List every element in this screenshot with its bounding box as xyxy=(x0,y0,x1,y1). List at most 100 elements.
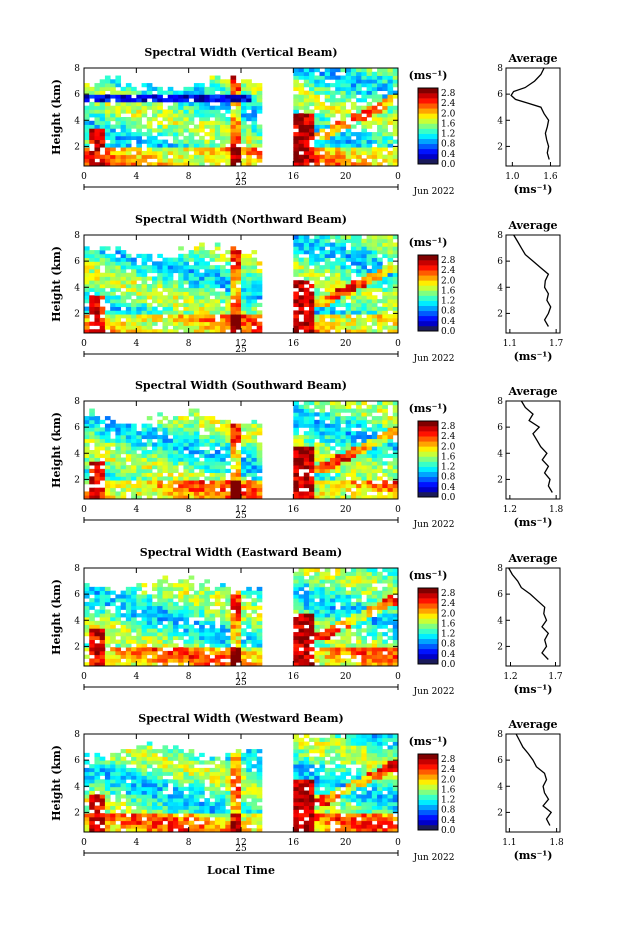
colorbar-tick-label: 2.0 xyxy=(441,775,456,785)
colorbar-band xyxy=(418,467,438,472)
profile-y-tick-label: 2 xyxy=(497,309,503,319)
colorbar-band xyxy=(418,492,438,497)
x-tick-label: 0 xyxy=(81,505,87,515)
profile-x-tick-label: 1.7 xyxy=(548,672,563,682)
x-tick-label: 4 xyxy=(133,505,139,515)
profile-y-tick-label: 8 xyxy=(497,64,503,74)
x-tick-label: 8 xyxy=(186,838,192,848)
colorbar-tick-label: 2.8 xyxy=(441,755,456,765)
colorbar-band xyxy=(418,789,438,794)
colorbar-band xyxy=(418,88,438,93)
profile-title: Average xyxy=(507,219,557,232)
panel-title: Spectral Width (Northward Beam) xyxy=(135,213,347,226)
colorbar-tick-label: 1.6 xyxy=(441,452,456,462)
profile-x-tick-label: 1.0 xyxy=(505,172,520,182)
profile-y-tick-label: 6 xyxy=(497,590,503,600)
profile-title: Average xyxy=(507,552,557,565)
x-tick-label: 8 xyxy=(186,339,192,349)
colorbar-tick-label: 2.8 xyxy=(441,256,456,266)
x-tick-label: 16 xyxy=(288,172,300,182)
colorbar-tick-label: 1.2 xyxy=(441,297,455,307)
colorbar-band xyxy=(418,654,438,659)
colorbar-band xyxy=(418,431,438,436)
y-tick-label: 8 xyxy=(74,730,80,740)
date-label: Jun 2022 xyxy=(413,187,455,197)
colorbar-band xyxy=(418,270,438,275)
colorbar-band xyxy=(418,285,438,290)
x-tick-label: 4 xyxy=(133,672,139,682)
colorbar-band xyxy=(418,820,438,825)
panel-5: Spectral Width (Westward Beam)2468Height… xyxy=(50,712,564,877)
panel-4: Spectral Width (Eastward Beam)2468Height… xyxy=(50,546,563,697)
colorbar-tick-label: 0.8 xyxy=(441,640,456,650)
day-label: 25 xyxy=(235,844,247,854)
x-tick-label: 16 xyxy=(288,339,300,349)
colorbar-band xyxy=(418,618,438,623)
colorbar-band xyxy=(418,118,438,123)
colorbar-band xyxy=(418,472,438,477)
colorbar-tick-label: 0.0 xyxy=(441,660,456,670)
y-axis-label: Height (km) xyxy=(50,412,63,488)
colorbar-band xyxy=(418,764,438,769)
colorbar-tick-label: 0.8 xyxy=(441,806,456,816)
x-tick-label: 0 xyxy=(81,339,87,349)
colorbar-band xyxy=(418,280,438,285)
date-label: Jun 2022 xyxy=(413,354,455,364)
colorbar-tick-label: 0.0 xyxy=(441,826,456,836)
colorbar-unit: (ms⁻¹) xyxy=(409,236,448,249)
profile-x-label: (ms⁻¹) xyxy=(514,683,553,696)
y-tick-label: 4 xyxy=(74,782,80,792)
y-tick-label: 8 xyxy=(74,564,80,574)
profile-y-tick-label: 6 xyxy=(497,756,503,766)
y-tick-label: 6 xyxy=(74,423,80,433)
profile-y-tick-label: 4 xyxy=(497,616,503,626)
colorbar-tick-label: 1.2 xyxy=(441,630,455,640)
colorbar-band xyxy=(418,144,438,149)
y-tick-label: 8 xyxy=(74,397,80,407)
colorbar-band xyxy=(418,603,438,608)
colorbar-band xyxy=(418,754,438,759)
profile-x-tick-label: 1.2 xyxy=(503,672,517,682)
colorbar-tick-label: 2.8 xyxy=(441,89,456,99)
y-axis-label: Height (km) xyxy=(50,745,63,821)
colorbar-band xyxy=(418,462,438,467)
y-tick-label: 8 xyxy=(74,231,80,241)
x-tick-label: 20 xyxy=(340,339,352,349)
colorbar-tick-label: 2.4 xyxy=(441,266,456,276)
x-tick-label: 0 xyxy=(81,172,87,182)
colorbar-band xyxy=(418,139,438,144)
colorbar-band xyxy=(418,108,438,113)
colorbar-band xyxy=(418,769,438,774)
colorbar-band xyxy=(418,784,438,789)
profile-x-label: (ms⁻¹) xyxy=(514,350,553,363)
colorbar-band xyxy=(418,759,438,764)
x-tick-label: 16 xyxy=(288,672,300,682)
colorbar-band xyxy=(418,779,438,784)
date-label: Jun 2022 xyxy=(413,520,455,530)
profile-title: Average xyxy=(507,52,557,65)
profile-y-tick-label: 2 xyxy=(497,475,503,485)
x-tick-label: 20 xyxy=(340,172,352,182)
colorbar-band xyxy=(418,456,438,461)
colorbar-band xyxy=(418,296,438,301)
colorbar-band xyxy=(418,487,438,492)
colorbar-band xyxy=(418,149,438,154)
colorbar-tick-label: 0.4 xyxy=(441,150,456,160)
y-tick-label: 2 xyxy=(74,309,80,319)
colorbar-tick-label: 2.0 xyxy=(441,442,456,452)
heatmap-cells xyxy=(84,235,398,333)
x-tick-label: 16 xyxy=(288,838,300,848)
profile-x-label: (ms⁻¹) xyxy=(514,183,553,196)
profile-frame xyxy=(506,568,560,666)
x-tick-label: 20 xyxy=(340,672,352,682)
colorbar-band xyxy=(418,290,438,295)
colorbar-tick-label: 1.2 xyxy=(441,796,455,806)
panel-3: Spectral Width (Southward Beam)2468Heigh… xyxy=(50,379,564,530)
y-tick-label: 2 xyxy=(74,475,80,485)
panel-title: Spectral Width (Vertical Beam) xyxy=(144,46,337,59)
date-label: Jun 2022 xyxy=(413,687,455,697)
panel-2: Spectral Width (Northward Beam)2468Heigh… xyxy=(50,213,564,364)
colorbar-band xyxy=(418,93,438,98)
